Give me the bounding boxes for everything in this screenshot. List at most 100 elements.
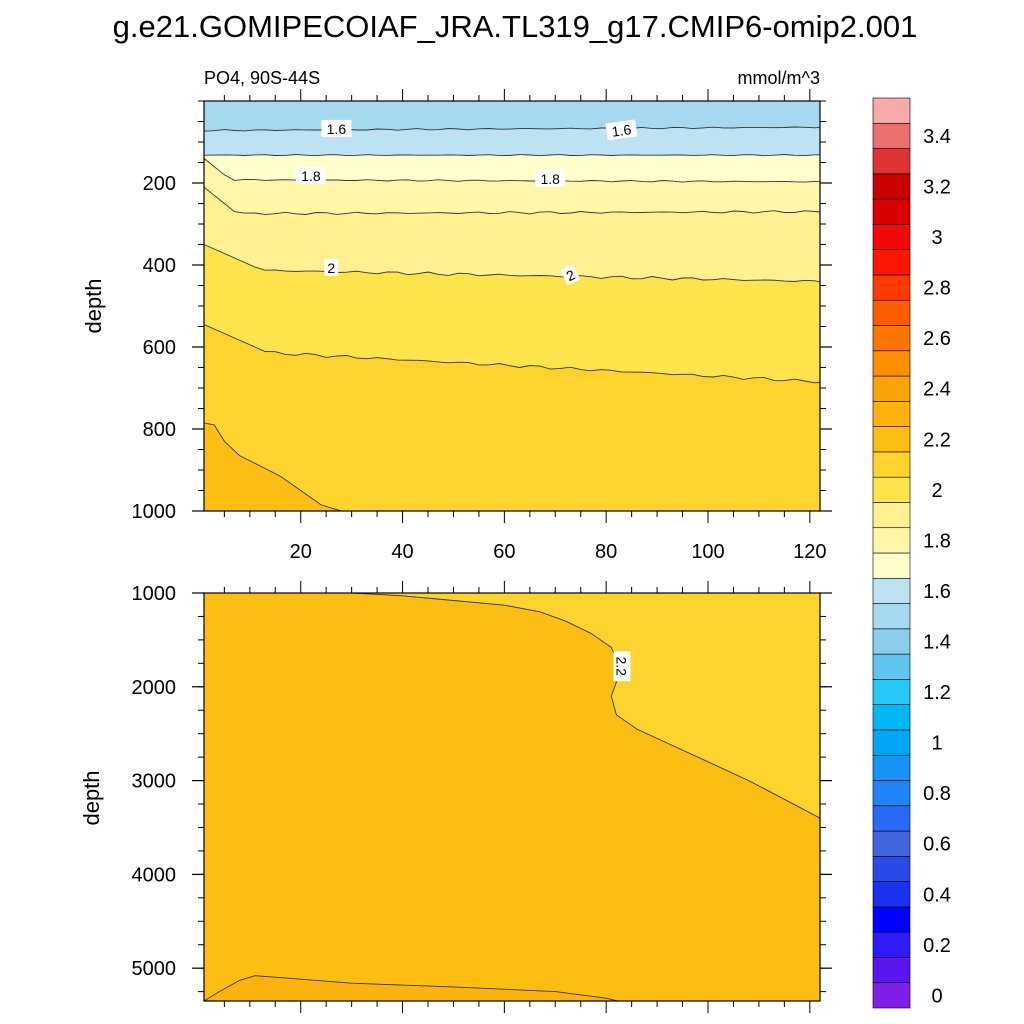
svg-text:1.8: 1.8 [301,168,321,184]
variable-label: PO4, 90S-44S [204,68,320,88]
colorbar-swatch [872,198,911,225]
colorbar-swatch [872,628,911,655]
colorbar-swatch [872,224,911,250]
x-tick-label: 60 [493,541,515,563]
colorbar-tick-label: 1.8 [923,530,951,552]
contour-line [204,422,343,511]
colorbar-swatch [872,122,911,149]
colorbar-swatch [872,906,911,933]
contour-label: 1.6 [605,119,638,141]
x-tick-label: 100 [691,541,724,563]
colorbar-tick-label: 2.4 [923,379,951,401]
colorbar-swatch [872,679,911,705]
y-tick-label: 1000 [132,501,177,523]
y-tick-label: 5000 [132,958,177,980]
colorbar-swatch [872,754,911,781]
contour-line [204,324,820,384]
y-tick-label: 4000 [132,864,177,886]
units-label: mmol/m^3 [738,68,820,88]
svg-text:1.6: 1.6 [327,121,347,137]
colorbar-swatch [872,451,911,478]
y-tick-label: 3000 [132,771,177,793]
x-tick-label: 120 [793,541,826,563]
svg-text:1.6: 1.6 [611,121,633,140]
x-tick-label: 80 [595,541,617,563]
contour-label: 2 [324,258,339,276]
contour-line [204,975,620,1001]
fill-region [351,593,820,819]
y-tick-label: 600 [143,337,176,359]
colorbar-swatch [872,552,911,579]
upper-panel: 200 400 600 800 1000 20 40 60 80 100 120 1.6 1.6 1.8 1… [132,89,832,563]
colorbar-tick-label: 1.2 [923,682,951,704]
contour-label: 1.6 [321,119,352,137]
fill-region [204,324,820,511]
y-tick-label: 200 [143,173,176,195]
colorbar-tick-label: 1 [931,733,942,755]
colorbar-swatch [872,97,911,124]
colorbar-swatch [872,881,911,908]
colorbar-swatch [872,527,911,554]
colorbar-swatch [872,173,911,200]
upper-y-axis-label: depth [81,278,106,333]
colorbar-tick-label: 1.6 [923,581,951,603]
colorbar-tick-label: 2.2 [923,429,951,451]
plot-frame [203,592,821,1002]
colorbar-swatch [872,299,911,326]
colorbar-swatch [872,375,911,402]
colorbar-tick-label: 2 [931,480,942,502]
svg-text:2.2: 2.2 [614,656,630,676]
colorbar-swatch [872,957,911,984]
contour-label: 2.2 [613,651,631,682]
colorbar-tick-label: 2.8 [923,278,951,300]
colorbar-swatch [872,401,911,427]
lower-panel: 1000 2000 3000 4000 5000 2.2 [132,581,832,1013]
colorbar-swatch [872,350,911,377]
colorbar-swatch [872,704,911,731]
colorbar-swatch [872,476,911,503]
colorbar-swatch [872,502,911,529]
contour-label: 2 [560,264,581,286]
colorbar-swatch [872,603,911,630]
colorbar-swatch [872,426,911,453]
colorbar-swatch [872,653,911,680]
contour-line [204,154,820,157]
colorbar-swatch [872,577,911,604]
colorbar-swatch [872,729,911,756]
colorbar-swatch [872,982,911,1009]
colorbar-tick-label: 0.4 [923,884,951,906]
lower-y-axis-label: depth [79,770,104,825]
svg-text:2: 2 [327,260,335,276]
contour-line [204,126,820,132]
colorbar-tick-label: 2.6 [923,328,951,350]
colorbar: 0 0.2 0.4 0.6 0.8 1 1.2 1.4 1.6 1.8 2 2.2 2.4 2.6 2.8 3… [872,97,951,1009]
colorbar-swatch [872,931,911,958]
colorbar-tick-label: 0.2 [923,935,951,957]
colorbar-swatch [872,780,911,807]
fill-region [204,422,342,511]
colorbar-tick-label: 3.2 [923,177,951,199]
y-tick-label: 800 [143,419,176,441]
colorbar-swatch [872,830,911,857]
y-tick-label: 1000 [132,583,177,605]
chart-title: g.e21.GOMIPECOIAF_JRA.TL319_g17.CMIP6-om… [113,9,918,44]
contour-label: 1.8 [295,167,326,184]
svg-text:1.8: 1.8 [540,171,560,187]
contour-label: 1.8 [535,169,566,187]
colorbar-swatch [872,274,911,301]
colorbar-swatch [872,325,911,352]
fill-region [204,975,618,1001]
colorbar-tick-label: 0.8 [923,783,951,805]
y-tick-label: 2000 [132,677,177,699]
contour-line [204,186,820,215]
x-tick-label: 20 [290,541,312,563]
colorbar-tick-label: 0 [931,985,942,1007]
colorbar-tick-label: 3.4 [923,126,951,148]
x-tick-label: 40 [391,541,413,563]
colorbar-tick-label: 3 [931,227,942,249]
colorbar-swatch [872,249,911,276]
colorbar-tick-label: 0.6 [923,834,951,856]
colorbar-swatch [872,148,911,175]
colorbar-swatch [872,805,911,832]
